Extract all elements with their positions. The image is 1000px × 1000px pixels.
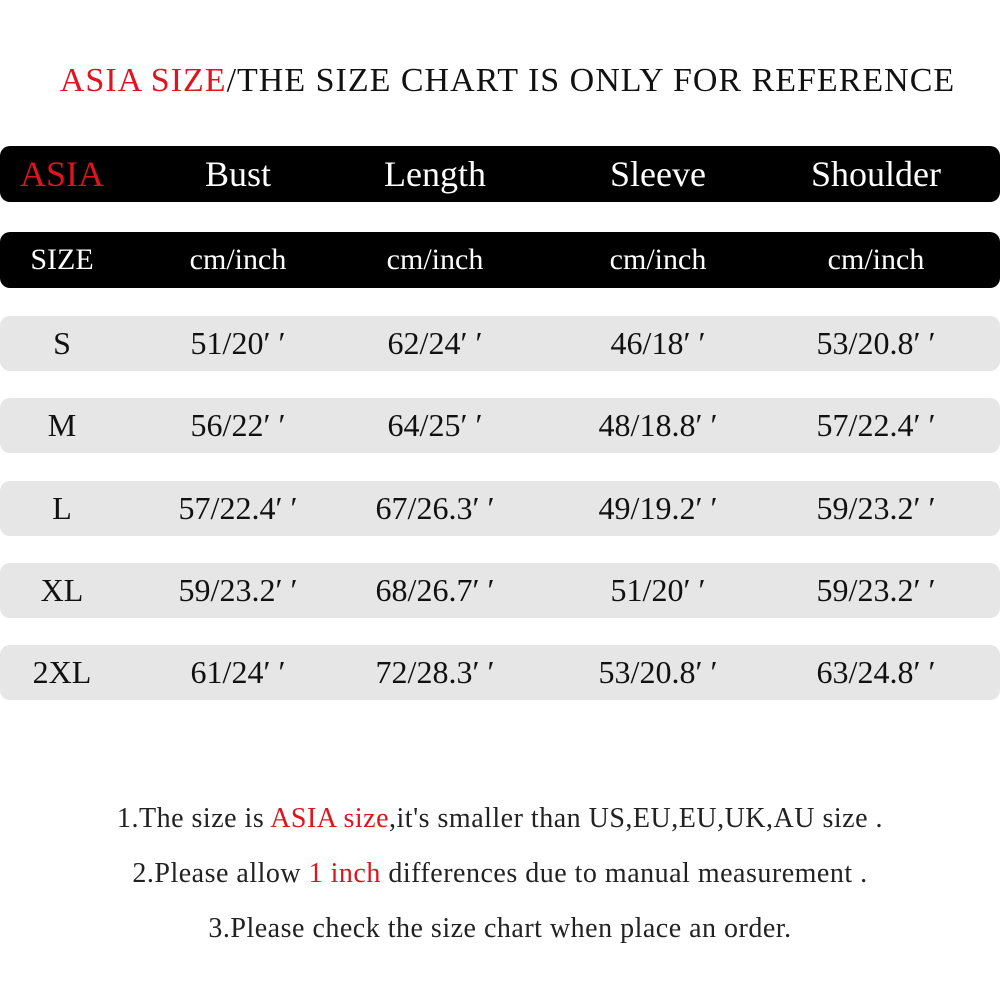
- header-row: ASIA Bust Length Sleeve Shoulder: [0, 146, 1000, 202]
- title: ASIA SIZE/THE SIZE CHART IS ONLY FOR REF…: [0, 62, 1000, 100]
- cell: M: [47, 407, 77, 443]
- note-text: 1 inch: [308, 858, 381, 889]
- note-text: 1.The size is: [116, 803, 271, 834]
- note-text: 3.Please check the size chart when place…: [208, 913, 792, 944]
- cell: 62/24′ ′: [387, 325, 483, 361]
- cell: 59/23.2′ ′: [816, 572, 936, 608]
- cell: 72/28.3′ ′: [375, 654, 495, 690]
- note-text: differences due to manual measurement .: [380, 858, 868, 889]
- cell: Shoulder: [811, 154, 941, 194]
- note-text: ,it's smaller than US,EU,EU,UK,AU size .: [389, 803, 883, 834]
- cell: 57/22.4′ ′: [816, 407, 936, 443]
- cell: 49/19.2′ ′: [598, 490, 718, 526]
- cell: SIZE: [30, 243, 94, 276]
- cell: 48/18.8′ ′: [598, 407, 718, 443]
- cell: 53/20.8′ ′: [598, 654, 718, 690]
- cell: Length: [384, 154, 486, 194]
- note-line: 1.The size is ASIA size,it's smaller tha…: [0, 803, 1000, 835]
- cell: XL: [40, 572, 84, 608]
- cell: 68/26.7′ ′: [375, 572, 495, 608]
- cell: 61/24′ ′: [190, 654, 286, 690]
- cell: L: [52, 490, 72, 526]
- cell: 2XL: [32, 654, 92, 690]
- cell: Sleeve: [610, 154, 706, 194]
- cell: 59/23.2′ ′: [816, 490, 936, 526]
- cell: ASIA: [19, 154, 105, 194]
- note-text: 2.Please allow: [132, 858, 309, 889]
- cell: 59/23.2′ ′: [178, 572, 298, 608]
- note-line: 2.Please allow 1 inch differences due to…: [0, 858, 1000, 890]
- cell: cm/inch: [609, 243, 707, 276]
- cell: 56/22′ ′: [190, 407, 286, 443]
- cell: 64/25′ ′: [387, 407, 483, 443]
- note-text: ASIA size: [270, 803, 390, 834]
- title-text: /THE SIZE CHART IS ONLY FOR REFERENCE: [226, 62, 956, 99]
- cell: cm/inch: [189, 243, 287, 276]
- cell: 67/26.3′ ′: [375, 490, 495, 526]
- size-row: L 57/22.4′ ′ 67/26.3′ ′ 49/19.2′ ′ 59/23.2′ …: [0, 481, 1000, 536]
- cell: 51/20′ ′: [610, 572, 706, 608]
- title-highlight: ASIA SIZE: [59, 62, 227, 99]
- cell: cm/inch: [827, 243, 925, 276]
- cell: S: [53, 325, 71, 361]
- cell: 57/22.4′ ′: [178, 490, 298, 526]
- cell: 53/20.8′ ′: [816, 325, 936, 361]
- size-row: M 56/22′ ′ 64/25′ ′ 48/18.8′ ′ 57/22.4′ ′: [0, 398, 1000, 453]
- size-row: S 51/20′ ′ 62/24′ ′ 46/18′ ′ 53/20.8′ ′: [0, 316, 1000, 371]
- cell: 63/24.8′ ′: [816, 654, 936, 690]
- cell: 46/18′ ′: [610, 325, 706, 361]
- cell: 51/20′ ′: [190, 325, 286, 361]
- size-row: 2XL 61/24′ ′ 72/28.3′ ′ 53/20.8′ ′ 63/24.8′ …: [0, 645, 1000, 700]
- cell: Bust: [204, 154, 272, 194]
- size-row: XL 59/23.2′ ′ 68/26.7′ ′ 51/20′ ′ 59/23.2′ ′: [0, 563, 1000, 618]
- cell: cm/inch: [386, 243, 484, 276]
- note-line: 3.Please check the size chart when place…: [0, 913, 1000, 945]
- unit-row: SIZE cm/inch cm/inch cm/inch cm/inch: [0, 232, 1000, 288]
